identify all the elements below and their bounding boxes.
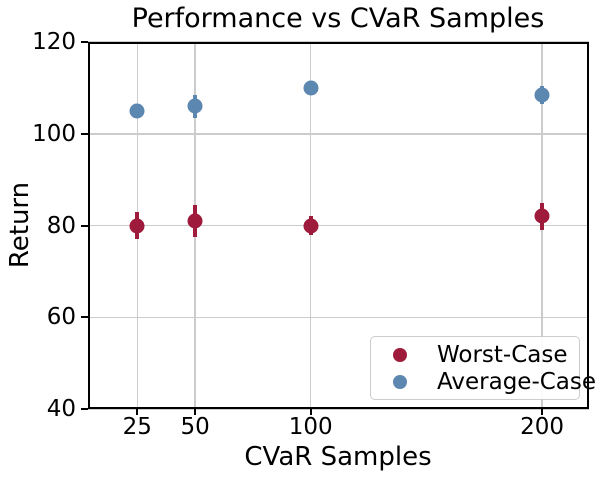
gridline-y <box>88 316 589 318</box>
y-tick-mark <box>81 132 88 135</box>
legend-label-average-case: Average-Case <box>437 368 597 395</box>
data-point-average-case <box>187 98 203 114</box>
legend: Worst-Case Average-Case <box>370 336 596 400</box>
y-tick-mark <box>81 316 88 319</box>
x-tick-mark <box>309 409 312 415</box>
y-tick-label: 100 <box>32 120 76 147</box>
x-tick-label: 200 <box>520 414 564 440</box>
gridline-y <box>88 133 589 135</box>
gridline-y <box>88 408 589 410</box>
legend-label-worst-case: Worst-Case <box>437 341 568 368</box>
legend-swatch-worst-case <box>393 347 407 362</box>
y-tick-label: 60 <box>46 304 76 331</box>
data-point-average-case <box>303 80 319 96</box>
gridline-y <box>88 224 589 227</box>
y-tick-mark <box>81 408 88 410</box>
y-tick-label: 120 <box>32 29 76 55</box>
legend-item-worst-case: Worst-Case <box>379 341 571 368</box>
x-tick-label: 50 <box>180 414 210 440</box>
chart-title: Performance vs CVaR Samples <box>131 3 545 34</box>
y-tick-label: 80 <box>46 212 76 239</box>
x-tick-label: 25 <box>122 414 152 440</box>
data-point-worst-case <box>303 218 319 233</box>
x-axis-label: CVaR Samples <box>244 442 432 472</box>
data-point-average-case <box>129 103 145 119</box>
legend-swatch-average-case <box>393 374 407 389</box>
x-tick-mark <box>541 409 544 415</box>
y-tick-label: 40 <box>46 396 76 422</box>
y-tick-mark <box>81 41 88 43</box>
x-tick-label: 100 <box>288 414 333 440</box>
gridline-y <box>88 41 589 43</box>
data-point-worst-case <box>187 213 203 229</box>
data-point-worst-case <box>534 208 550 224</box>
legend-item-average-case: Average-Case <box>379 368 596 395</box>
data-point-worst-case <box>129 218 145 233</box>
data-point-average-case <box>534 87 550 103</box>
x-tick-mark <box>136 409 139 415</box>
y-tick-mark <box>81 224 88 227</box>
x-tick-mark <box>194 409 197 415</box>
